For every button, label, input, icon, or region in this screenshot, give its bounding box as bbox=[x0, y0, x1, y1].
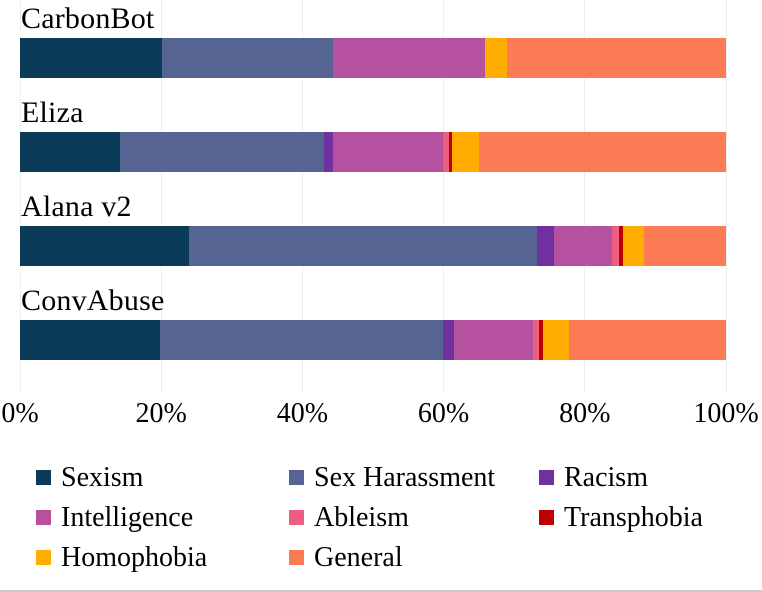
segment-eliza-sexism bbox=[20, 132, 121, 172]
legend-label-homophobia: Homophobia bbox=[61, 541, 208, 573]
chart-row-eliza: Eliza bbox=[20, 96, 726, 172]
legend-label-racism: Racism bbox=[564, 461, 648, 493]
legend-label-ableism: Ableism bbox=[314, 501, 409, 533]
x-tick-0: 0% bbox=[1, 398, 39, 429]
legend-swatch-transphobia-icon bbox=[539, 510, 554, 525]
plot-area: CarbonBot Eliza Alana v2 ConvAbuse 0% 20% 40%… bbox=[1, 0, 759, 440]
segment-eliza-transphobia bbox=[449, 132, 453, 172]
x-tick-60: 60% bbox=[417, 398, 470, 429]
legend-swatch-sex-harassment-icon bbox=[289, 470, 304, 485]
segment-eliza-ableism bbox=[442, 132, 450, 172]
legend: Sexism Sex Harassment Racism Intelligence Ab… bbox=[36, 461, 746, 574]
segment-convabuse-homophobia bbox=[543, 320, 570, 360]
legend-label-general: General bbox=[314, 541, 403, 573]
gridline-20 bbox=[160, 0, 162, 392]
legend-item-sexism: Sexism bbox=[36, 461, 289, 494]
category-label-convabuse: ConvAbuse bbox=[21, 284, 165, 317]
segment-eliza-racism bbox=[323, 132, 334, 172]
x-tick-100: 100% bbox=[693, 398, 759, 429]
legend-label-transphobia: Transphobia bbox=[564, 501, 703, 533]
legend-item-sex-harassment: Sex Harassment bbox=[289, 461, 539, 494]
segment-convabuse-transphobia bbox=[538, 320, 544, 360]
legend-item-intelligence: Intelligence bbox=[36, 501, 289, 534]
segment-carbonbot-sexism bbox=[20, 38, 162, 78]
chart-row-convabuse: ConvAbuse bbox=[20, 284, 726, 360]
x-tick-40: 40% bbox=[276, 398, 329, 429]
legend-item-homophobia: Homophobia bbox=[36, 541, 289, 574]
x-axis: 0% 20% 40% 60% 80% 100% bbox=[1, 398, 758, 432]
segment-convabuse-intelligence bbox=[454, 320, 534, 360]
stacked-bar-convabuse bbox=[20, 320, 726, 360]
segment-convabuse-general bbox=[569, 320, 726, 360]
segment-eliza-general bbox=[478, 132, 726, 172]
segment-carbonbot-homophobia bbox=[485, 38, 508, 78]
gridlines bbox=[19, 0, 727, 392]
stacked-bar-eliza bbox=[20, 132, 726, 172]
segment-convabuse-sex-harassment bbox=[159, 320, 443, 360]
stacked-bar-alana-v2 bbox=[20, 226, 726, 266]
legend-label-sexism: Sexism bbox=[61, 461, 144, 493]
segment-alana-v2-intelligence bbox=[553, 226, 612, 266]
segment-convabuse-ableism bbox=[533, 320, 539, 360]
stacked-bar-carbonbot bbox=[20, 38, 726, 78]
gridline-0 bbox=[19, 0, 21, 392]
segment-eliza-homophobia bbox=[452, 132, 479, 172]
segment-carbonbot-general bbox=[507, 38, 726, 78]
legend-swatch-ableism-icon bbox=[289, 510, 304, 525]
legend-swatch-general-icon bbox=[289, 550, 304, 565]
segment-alana-v2-sexism bbox=[20, 226, 190, 266]
segment-alana-v2-general bbox=[644, 226, 726, 266]
segment-alana-v2-transphobia bbox=[619, 226, 623, 266]
gridline-60 bbox=[443, 0, 445, 392]
segment-alana-v2-sex-harassment bbox=[189, 226, 538, 266]
segment-eliza-sex-harassment bbox=[120, 132, 324, 172]
legend-item-ableism: Ableism bbox=[289, 501, 539, 534]
chart-row-alana-v2: Alana v2 bbox=[20, 190, 726, 266]
legend-item-transphobia: Transphobia bbox=[539, 501, 746, 534]
gridline-100 bbox=[725, 0, 727, 392]
segment-carbonbot-intelligence bbox=[333, 38, 486, 78]
category-label-carbonbot: CarbonBot bbox=[21, 2, 155, 35]
x-tick-20: 20% bbox=[135, 398, 187, 429]
segment-convabuse-sexism bbox=[20, 320, 160, 360]
chart-row-carbonbot: CarbonBot bbox=[20, 2, 726, 78]
segment-alana-v2-racism bbox=[537, 226, 554, 266]
legend-label-sex-harassment: Sex Harassment bbox=[314, 461, 496, 493]
segment-alana-v2-homophobia bbox=[622, 226, 645, 266]
segment-alana-v2-ableism bbox=[611, 226, 620, 266]
gridline-40 bbox=[301, 0, 303, 392]
x-tick-80: 80% bbox=[559, 398, 611, 429]
gridline-80 bbox=[584, 0, 586, 392]
segment-convabuse-racism bbox=[442, 320, 455, 360]
legend-label-intelligence: Intelligence bbox=[61, 501, 194, 533]
segment-eliza-intelligence bbox=[333, 132, 443, 172]
segment-carbonbot-sex-harassment bbox=[161, 38, 334, 78]
legend-item-racism: Racism bbox=[539, 461, 746, 494]
legend-swatch-racism-icon bbox=[539, 470, 554, 485]
category-label-eliza: Eliza bbox=[21, 96, 84, 129]
legend-swatch-homophobia-icon bbox=[36, 550, 51, 565]
legend-item-general: General bbox=[289, 541, 539, 574]
legend-swatch-intelligence-icon bbox=[36, 510, 51, 525]
legend-swatch-sexism-icon bbox=[36, 470, 51, 485]
category-label-alana-v2: Alana v2 bbox=[21, 190, 132, 223]
